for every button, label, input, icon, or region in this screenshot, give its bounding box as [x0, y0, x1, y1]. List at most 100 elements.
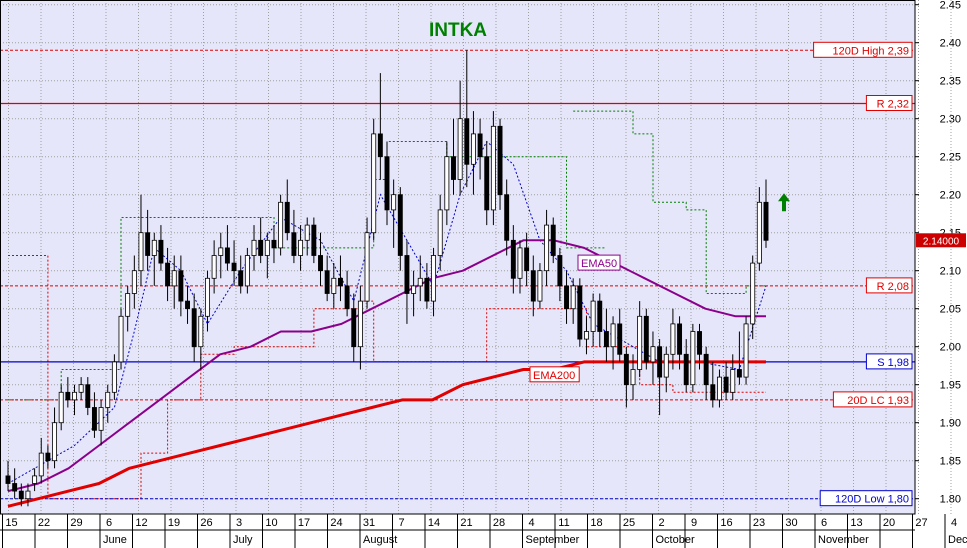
candle: [105, 384, 111, 423]
candle: [603, 308, 609, 362]
candle-body: [557, 255, 563, 287]
candle: [185, 285, 190, 324]
y-tick-label: 2.00: [940, 342, 961, 354]
x-tick-label: 18: [590, 517, 602, 529]
x-axis: 15 22 29 6 12 19 26 3 10 17 24 31 7 14 21 28 4 11 18 25 2 9 16…: [0, 514, 967, 548]
candle-body: [12, 483, 18, 492]
candle: [437, 194, 443, 271]
candle-body: [451, 156, 456, 180]
candle: [284, 179, 290, 241]
candle-body: [364, 232, 370, 302]
level-label-box: [865, 277, 913, 294]
candle-body: [105, 391, 111, 408]
candle: [178, 255, 184, 317]
candle-body: [98, 407, 104, 431]
candle-body: [198, 315, 204, 348]
y-tick-label: 2.45: [940, 0, 961, 12]
candle-body: [391, 194, 397, 211]
ema-label: EMA50: [581, 258, 617, 270]
candle-body: [657, 346, 663, 378]
candle-body: [145, 232, 151, 256]
candle: [663, 346, 669, 393]
candle: [244, 247, 250, 294]
candle: [723, 361, 729, 400]
candle-body: [670, 323, 676, 355]
candle: [530, 255, 536, 317]
x-tick-label: 4: [951, 517, 957, 529]
candle-body: [165, 262, 171, 287]
candle: [271, 225, 277, 264]
annotations: [778, 193, 790, 212]
x-tick-label: 20: [883, 517, 895, 529]
candle: [736, 331, 742, 385]
candle: [111, 354, 117, 400]
candle: [643, 308, 649, 370]
candle: [564, 270, 569, 324]
last-price-label: 2.14000: [923, 236, 960, 247]
candle-body: [65, 391, 71, 401]
candle-body: [524, 247, 530, 272]
candle-body: [464, 118, 470, 165]
candle: [417, 255, 423, 302]
month-label: Dec: [948, 534, 967, 546]
candle-body: [703, 353, 709, 386]
candle-body: [603, 331, 609, 348]
candle: [404, 240, 410, 324]
candle: [25, 483, 31, 507]
candle-body: [244, 255, 250, 287]
candle-body: [457, 118, 463, 180]
candle: [218, 232, 224, 279]
chart-title: INTKA: [429, 20, 487, 41]
candle-body: [151, 239, 157, 256]
level-label: 20D LC 1,93: [847, 395, 909, 407]
level-label-box: [832, 391, 913, 408]
month-label: November: [818, 534, 869, 546]
candle-body: [351, 308, 357, 348]
candle: [18, 483, 24, 507]
x-tick-label: 10: [265, 517, 277, 529]
candle: [165, 247, 171, 302]
x-tick-label: 26: [200, 517, 212, 529]
candle-body: [357, 300, 363, 348]
candle-body: [650, 346, 656, 363]
candle: [550, 217, 556, 264]
month-label: August: [363, 534, 397, 546]
candle-body: [590, 300, 596, 332]
x-tick-label: 15: [5, 517, 17, 529]
candle-body: [125, 293, 131, 317]
candle-body: [504, 194, 510, 241]
level-label-box: [865, 353, 913, 370]
candle: [85, 377, 91, 416]
candle: [683, 339, 689, 393]
candle: [125, 285, 131, 332]
month-label: September: [526, 534, 580, 546]
candle: [78, 377, 84, 400]
candle-body: [697, 331, 702, 355]
candle-body: [564, 285, 569, 310]
candle: [490, 111, 496, 226]
candle: [716, 369, 722, 408]
candle-body: [730, 369, 736, 393]
candle: [258, 217, 264, 264]
candle-body: [437, 209, 443, 256]
candle-body: [52, 422, 58, 462]
month-label: June: [103, 534, 127, 546]
candle-body: [710, 384, 716, 401]
x-tick-label: 21: [460, 517, 472, 529]
candle: [304, 217, 310, 256]
candle-body: [723, 376, 729, 393]
candle-body: [171, 270, 177, 287]
y-tick-label: 2.20: [940, 190, 961, 202]
candle: [650, 331, 656, 385]
candle-body: [131, 270, 137, 294]
candle-body: [517, 247, 523, 279]
candle-body: [417, 277, 423, 287]
candle: [610, 316, 616, 370]
candle-body: [597, 300, 603, 332]
candle: [484, 141, 490, 226]
candle: [590, 293, 596, 347]
candle-body: [231, 262, 237, 272]
candle: [52, 407, 58, 469]
candle-body: [377, 133, 383, 158]
